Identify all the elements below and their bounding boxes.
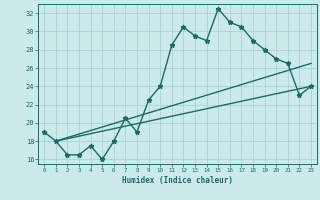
X-axis label: Humidex (Indice chaleur): Humidex (Indice chaleur) xyxy=(122,176,233,185)
